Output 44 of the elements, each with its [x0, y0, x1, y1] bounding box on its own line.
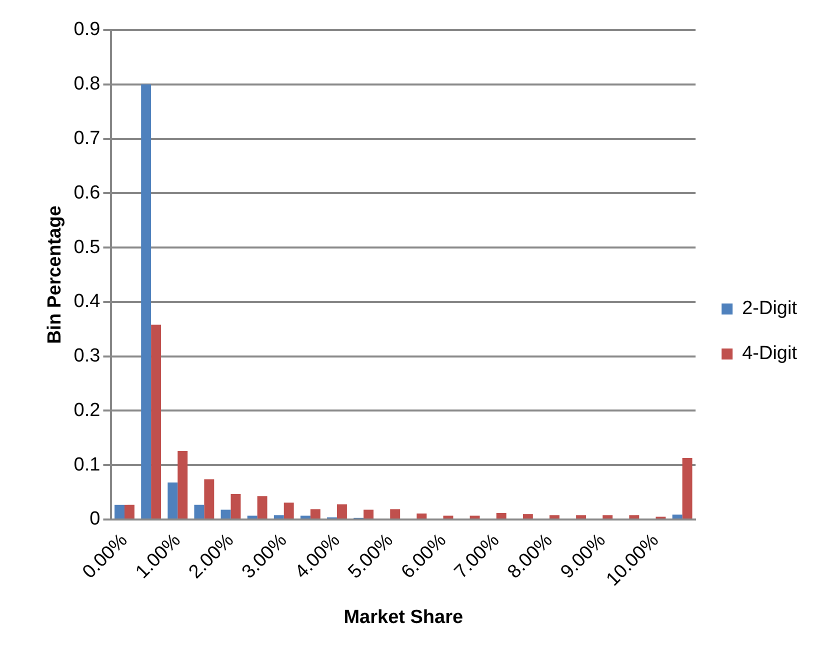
bar: [576, 515, 586, 519]
bar: [682, 458, 692, 519]
bar: [300, 516, 310, 519]
bar: [364, 510, 374, 519]
bar: [141, 84, 152, 519]
bar: [337, 504, 347, 519]
bar: [194, 504, 204, 519]
legend-label: 2-Digit: [742, 298, 798, 320]
y-tick-label: 0.6: [74, 182, 100, 204]
bar: [390, 509, 400, 519]
y-tick-label: 0.3: [74, 346, 100, 367]
bar: [168, 482, 178, 519]
bar: [522, 514, 533, 519]
bar: [416, 514, 427, 519]
x-axis-title: Market Share: [344, 606, 464, 628]
bar: [124, 504, 134, 519]
bar: [151, 324, 162, 519]
y-tick-label: 0.9: [74, 19, 100, 40]
y-tick-label: 0.8: [74, 74, 100, 95]
bar: [204, 479, 214, 519]
bar: [470, 516, 480, 519]
bar: [220, 510, 231, 519]
y-tick-label: 0: [90, 508, 100, 530]
bar: [178, 450, 188, 519]
y-tick-label: 0.2: [74, 400, 100, 421]
bar: [443, 516, 454, 519]
bar: [496, 512, 506, 519]
y-tick-label: 0.4: [74, 291, 101, 312]
y-axis-title: Bin Percentage: [44, 206, 66, 344]
bar: [550, 515, 560, 519]
bar: [230, 494, 241, 519]
bar: [114, 504, 124, 519]
bar: [257, 496, 268, 519]
y-tick-label: 0.7: [74, 128, 100, 150]
y-tick-label: 0.1: [74, 454, 100, 476]
bar: [629, 515, 640, 519]
bar: [602, 515, 613, 519]
bar: [274, 515, 284, 519]
bar: [247, 516, 258, 519]
legend-label: 4-Digit: [742, 343, 798, 364]
bar: [672, 514, 682, 519]
y-tick-label: 0.5: [74, 236, 100, 258]
bar: [284, 502, 294, 519]
bar: [310, 509, 320, 519]
